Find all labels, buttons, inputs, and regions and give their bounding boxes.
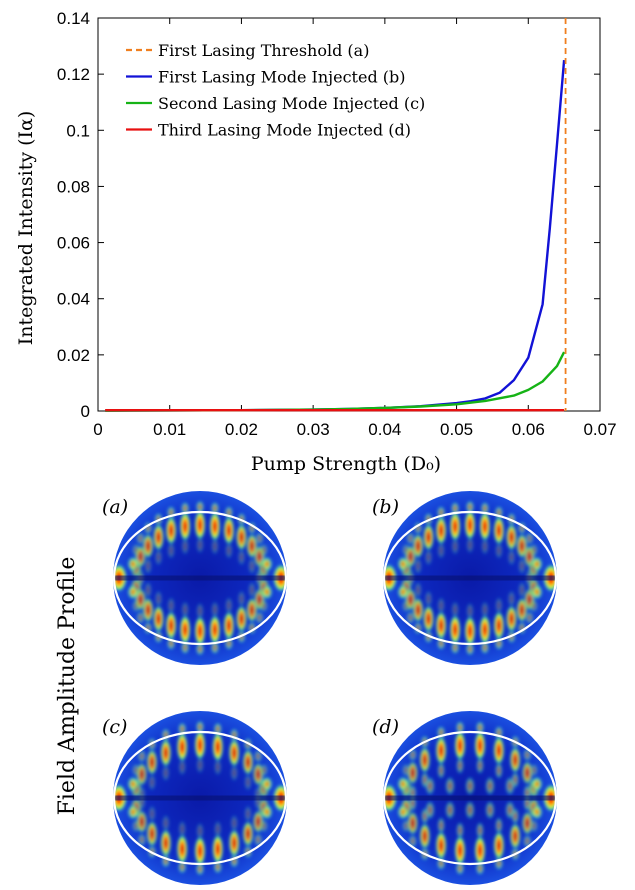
axis-ticks: 0 0.01 0.02 0.03 0.04 0.05 0.06 0.07 0 0.02 0.04 0.… <box>57 9 617 439</box>
y-tick-label: 0.06 <box>57 234 90 253</box>
profile-panel-4: (d) <box>372 711 558 885</box>
legend-entry: Second Lasing Mode Injected (c) <box>158 94 425 113</box>
profile-panel-3: (c) <box>102 711 288 885</box>
x-tick-label: 0.01 <box>153 420 186 439</box>
field-intensity <box>383 500 557 656</box>
profile-panel-2: (b) <box>372 491 558 665</box>
panel-label: (a) <box>102 496 128 518</box>
x-tick-label: 0.03 <box>297 420 330 439</box>
cavity-boundary <box>112 730 288 866</box>
field-profiles: (a) (b) (c) (d) <box>102 491 558 885</box>
x-tick-label: 0.04 <box>368 420 401 439</box>
line-chart: 0 0.01 0.02 0.03 0.04 0.05 0.06 0.07 0 0.02 0.04 0.… <box>57 9 617 439</box>
field-intensity <box>113 720 287 876</box>
y-tick-label: 0.02 <box>57 346 90 365</box>
series-layer <box>105 59 566 412</box>
x-tick-label: 0.05 <box>440 420 473 439</box>
panel-label: (c) <box>102 716 127 738</box>
y-tick-label: 0.12 <box>57 65 90 84</box>
nodal-line <box>113 575 287 581</box>
panel-label: (d) <box>372 716 399 738</box>
legend-entry: Third Lasing Mode Injected (d) <box>158 121 411 140</box>
y-tick-label: 0.04 <box>57 290 90 309</box>
series-line-2 <box>105 351 566 412</box>
nodal-line <box>383 795 557 801</box>
profiles-y-label: Field Amplitude Profile <box>55 557 80 816</box>
nodal-line <box>113 795 287 801</box>
cavity-boundary <box>382 510 558 646</box>
x-tick-label: 0.02 <box>225 420 258 439</box>
legend-entry: First Lasing Threshold (a) <box>158 41 369 60</box>
panel-label: (b) <box>372 496 399 518</box>
x-tick-label: 0.07 <box>583 420 616 439</box>
x-axis-label: Pump Strength (D₀) <box>251 453 441 475</box>
legend-entry: First Lasing Mode Injected (b) <box>158 68 406 87</box>
y-axis-label: Integrated Intensity (Iα) <box>15 111 37 346</box>
profile-panel-1: (a) <box>102 491 288 665</box>
y-tick-label: 0.08 <box>57 177 90 196</box>
legend: First Lasing Threshold (a) First Lasing M… <box>126 41 425 140</box>
x-tick-label: 0.06 <box>512 420 545 439</box>
nodal-line <box>383 575 557 581</box>
y-tick-label: 0 <box>81 402 90 421</box>
cavity-boundary <box>382 730 558 866</box>
cavity-boundary <box>112 510 288 646</box>
y-tick-label: 0.14 <box>57 9 90 28</box>
x-tick-label: 0 <box>93 420 102 439</box>
y-tick-label: 0.1 <box>66 121 90 140</box>
